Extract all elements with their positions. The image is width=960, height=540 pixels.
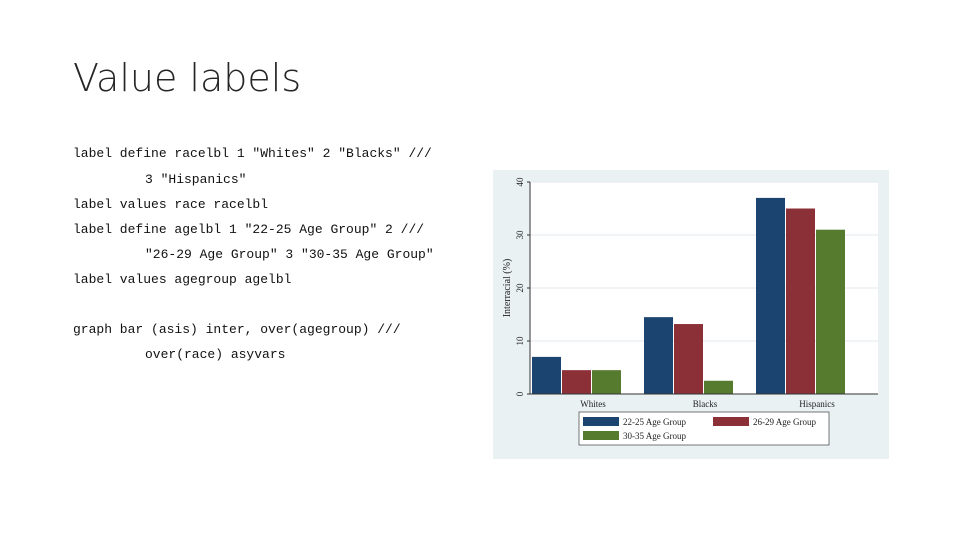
bar <box>674 324 703 394</box>
bar-chart: 0 10 20 30 40 Whites Blacks Hispanics Interrac… <box>502 177 878 446</box>
code-line: label values race racelbl <box>73 197 269 212</box>
y-tick-label: 30 <box>515 230 525 240</box>
legend-label: 22-25 Age Group <box>623 417 686 427</box>
code-line: label values agegroup agelbl <box>73 272 292 287</box>
y-axis-label: Interracial (%) <box>502 259 513 318</box>
bar <box>562 370 591 394</box>
legend-label: 26-29 Age Group <box>753 417 816 427</box>
bar <box>816 229 845 394</box>
x-category-label: Blacks <box>693 399 718 409</box>
code-line: "26-29 Age Group" 3 "30-35 Age Group" <box>145 247 434 262</box>
bar <box>532 356 561 394</box>
legend-label: 30-35 Age Group <box>623 431 686 441</box>
code-line: over(race) asyvars <box>145 347 286 362</box>
y-tick-label: 10 <box>515 336 525 346</box>
slide-title: Value labels <box>73 56 302 100</box>
legend-box <box>578 411 830 446</box>
code-line: 3 "Hispanics" <box>145 172 247 187</box>
legend-swatch <box>713 417 749 426</box>
code-line: graph bar (asis) inter, over(agegroup) /… <box>73 322 401 337</box>
bar <box>592 370 621 394</box>
x-category-label: Whites <box>580 399 606 409</box>
code-line: label define agelbl 1 "22-25 Age Group" … <box>73 222 425 237</box>
y-tick-label: 0 <box>515 391 525 396</box>
legend-swatch <box>583 431 619 440</box>
x-category-label: Hispanics <box>799 399 835 409</box>
bar <box>704 380 733 394</box>
chart-panel: 0 10 20 30 40 Whites Blacks Hispanics Interrac… <box>493 170 889 459</box>
code-line: label define racelbl 1 "Whites" 2 "Black… <box>73 146 432 161</box>
bar <box>786 208 815 394</box>
legend-swatch <box>583 417 619 426</box>
y-tick-label: 20 <box>515 283 525 293</box>
y-tick-label: 40 <box>515 177 525 187</box>
bar <box>644 317 673 394</box>
bar <box>756 197 785 394</box>
